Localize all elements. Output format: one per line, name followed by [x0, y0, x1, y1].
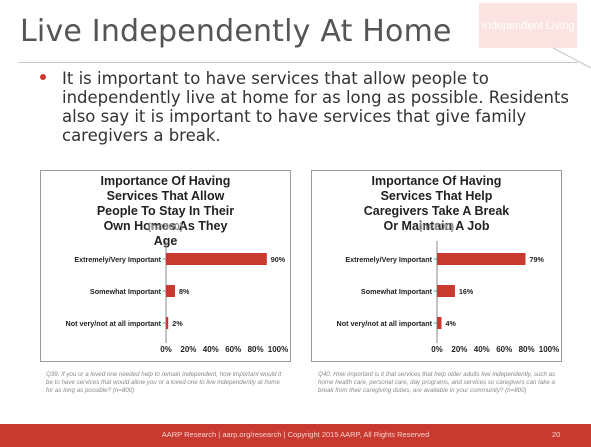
value-label: 79% [529, 255, 544, 264]
bar [437, 285, 455, 297]
category-label: Extremely/Very Important [74, 255, 161, 264]
bar [166, 253, 267, 265]
x-tick-label: 80% [248, 345, 264, 354]
chart-right-plot: Extremely/Very Important 79% Somewhat Impo… [337, 241, 559, 354]
footer-text: AARP Research | aarp.org/research | Copy… [161, 430, 430, 439]
x-tick-label: 20% [180, 345, 196, 354]
chart-left-plot: Extremely/Very Important 90% Somewhat Impo… [66, 241, 288, 354]
x-tick-label: 0% [431, 345, 443, 354]
bullet-text: It is important to have services that al… [62, 69, 570, 145]
bar [437, 317, 442, 329]
bar [166, 285, 175, 297]
x-tick-label: 60% [496, 345, 512, 354]
value-label: 8% [179, 287, 190, 296]
x-tick-label: 60% [225, 345, 241, 354]
slide-title: Live Independently At Home [20, 14, 452, 49]
footer-bar: AARP Research | aarp.org/research | Copy… [0, 424, 591, 447]
section-tag: Independent Living [479, 3, 577, 48]
x-tick-label: 40% [474, 345, 490, 354]
category-label: Somewhat Important [361, 287, 433, 296]
category-label: Not very/not at all important [66, 319, 162, 328]
category-label: Not very/not at all important [337, 319, 433, 328]
bar [437, 253, 526, 265]
category-label: Somewhat Important [90, 287, 162, 296]
value-label: 16% [459, 287, 474, 296]
value-label: 90% [271, 255, 286, 264]
category-label: Extremely/Very Important [345, 255, 432, 264]
x-tick-label: 0% [160, 345, 172, 354]
chart-left-title: Importance Of Having Services That Allow… [96, 174, 235, 248]
footnote-left: Q39: If you or a loved one needed help t… [46, 371, 282, 394]
x-tick-label: 100% [268, 345, 288, 354]
chart-right-title: Importance Of Having Services That Help … [363, 174, 510, 233]
bar [166, 317, 169, 329]
value-label: 4% [445, 319, 456, 328]
x-tick-label: 100% [539, 345, 559, 354]
x-tick-label: 20% [451, 345, 467, 354]
footnote-right: Q40: How important is it that services t… [318, 371, 556, 394]
title-divider [18, 62, 578, 63]
chart-left-n: (n=800) [147, 222, 184, 233]
chart-right: Importance Of Having Services That Help … [311, 170, 562, 362]
page-number: 20 [552, 430, 561, 439]
x-tick-label: 40% [203, 345, 219, 354]
chart-right-n: (n=800) [418, 222, 455, 233]
chart-left: Importance Of Having Services That Allow… [40, 170, 291, 362]
value-label: 2% [172, 319, 183, 328]
bullet-icon [40, 74, 46, 80]
x-tick-label: 80% [519, 345, 535, 354]
